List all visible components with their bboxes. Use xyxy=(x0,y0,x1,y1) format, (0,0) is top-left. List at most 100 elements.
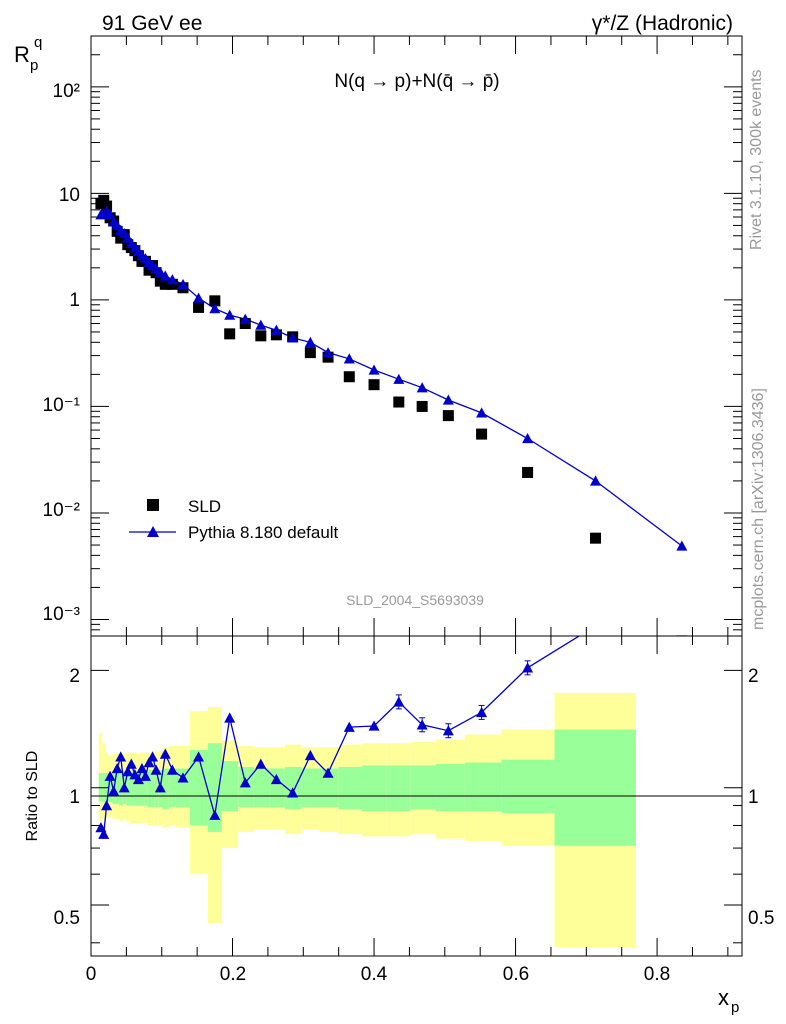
ratio-point xyxy=(104,770,116,781)
mc-point xyxy=(416,382,428,393)
band-inner-bin xyxy=(221,761,239,812)
band-inner-bin xyxy=(386,765,411,812)
xlabel: x p xyxy=(718,985,739,1016)
band-inner-bin xyxy=(190,749,208,826)
header-left: 91 GeV ee xyxy=(102,12,202,35)
rivet-label: Rivet 3.1.10, 300k events xyxy=(748,69,765,250)
ratio-point xyxy=(101,800,113,811)
legend-mc-label: Pythia 8.180 default xyxy=(188,523,339,542)
ratio-point xyxy=(139,770,151,781)
mc-point xyxy=(368,364,380,375)
band-inner-bin xyxy=(319,768,339,808)
mc-point xyxy=(104,209,116,220)
ratio-point xyxy=(193,751,205,762)
data-point xyxy=(270,329,282,341)
mc-point xyxy=(287,332,299,343)
data-point xyxy=(522,466,534,478)
ratio-point xyxy=(590,620,601,630)
data-point xyxy=(676,635,688,636)
data-point xyxy=(476,428,488,440)
ratio-point xyxy=(159,748,171,759)
ratio-ytick-label: 2 xyxy=(69,666,80,687)
data-point xyxy=(442,410,454,422)
data-point xyxy=(224,328,236,340)
mc-point xyxy=(239,313,251,324)
mc-point xyxy=(224,309,236,320)
data-point xyxy=(416,400,428,412)
main-ylabel: R q p xyxy=(14,34,47,74)
mc-point xyxy=(255,319,267,330)
ratio-point xyxy=(393,696,405,707)
ratio-point xyxy=(166,764,178,775)
mc-point xyxy=(522,433,534,444)
band-inner-bin xyxy=(107,773,113,802)
ratio-point xyxy=(416,719,428,730)
ratio-point xyxy=(442,725,454,736)
band-inner-bin xyxy=(162,768,169,810)
ratio-point xyxy=(125,758,137,769)
ratio-ytick-label: 1 xyxy=(69,787,80,808)
band-inner-bin xyxy=(362,765,387,812)
data-point xyxy=(304,347,316,359)
ratio-point xyxy=(177,772,189,783)
main-frame xyxy=(90,35,743,637)
ratio-point xyxy=(115,751,127,762)
data-point xyxy=(343,371,355,383)
ratio-point xyxy=(143,757,155,768)
ratio-point xyxy=(522,662,534,673)
header-right: γ*/Z (Hadronic) xyxy=(592,12,733,35)
data-point xyxy=(111,225,123,237)
mc-series-line xyxy=(100,210,683,547)
legend-data-marker xyxy=(147,499,159,511)
mc-line xyxy=(100,210,683,547)
ratio-point xyxy=(111,763,123,774)
band-inner-bin xyxy=(115,771,120,804)
ratio-ylabel: Ratio to SLD xyxy=(24,751,41,842)
mc-point xyxy=(322,347,334,358)
ratio-point xyxy=(98,828,110,839)
mc-point xyxy=(177,278,189,290)
main-ytick-label: 10 xyxy=(59,185,80,206)
ratio-point xyxy=(118,782,130,793)
main-ytick-label: 10⁻² xyxy=(43,500,81,521)
band-inner-bin xyxy=(554,729,636,846)
ratio-ytick-label-right: 0.5 xyxy=(748,908,774,929)
band-inner-bin xyxy=(410,765,436,810)
xtick-label: 0.8 xyxy=(644,964,670,985)
ratio-ytick-label-right: 1 xyxy=(748,787,759,808)
mc-point xyxy=(193,292,205,303)
band-inner-bin xyxy=(151,770,155,808)
xtick-labels: 0 0.2 0.4 0.6 0.8 xyxy=(86,964,671,985)
main-ytick-label: 10⁻³ xyxy=(43,604,81,625)
main-ytick-label: 1 xyxy=(69,290,80,311)
band-inner-bin xyxy=(175,768,191,808)
mc-point xyxy=(343,353,355,364)
mc-point xyxy=(209,303,221,314)
main-title: N(q → p)+N(q̄ → p̄) xyxy=(334,71,499,92)
band-inner-bin xyxy=(133,771,137,806)
ratio-point xyxy=(108,785,120,796)
ratio-point xyxy=(150,764,162,775)
ratio-point xyxy=(239,777,251,788)
xtick-label: 0.6 xyxy=(503,964,529,985)
band-inner-bin xyxy=(501,759,555,814)
data-series-points xyxy=(95,194,688,636)
ratio-point xyxy=(255,758,267,769)
band-inner-bin xyxy=(144,770,148,806)
ratio-point xyxy=(209,809,221,820)
band-inner-bin xyxy=(168,768,176,808)
main-ylabel-sub: p xyxy=(30,57,38,74)
band-inner-bin xyxy=(464,762,502,812)
mc-point xyxy=(270,324,282,335)
band-inner-bin xyxy=(126,771,130,806)
mc-point xyxy=(476,407,488,418)
legend: SLD Pythia 8.180 default xyxy=(129,497,339,542)
ratio-ytick-label-right: 2 xyxy=(748,666,759,687)
xtick-label: 0.4 xyxy=(361,964,388,985)
ratio-point xyxy=(224,712,236,723)
xlabel-base: x xyxy=(718,985,729,1010)
watermark: SLD_2004_S5693039 xyxy=(346,592,484,608)
mc-point xyxy=(590,475,602,486)
ratio-point xyxy=(368,720,380,731)
data-point xyxy=(98,194,110,206)
